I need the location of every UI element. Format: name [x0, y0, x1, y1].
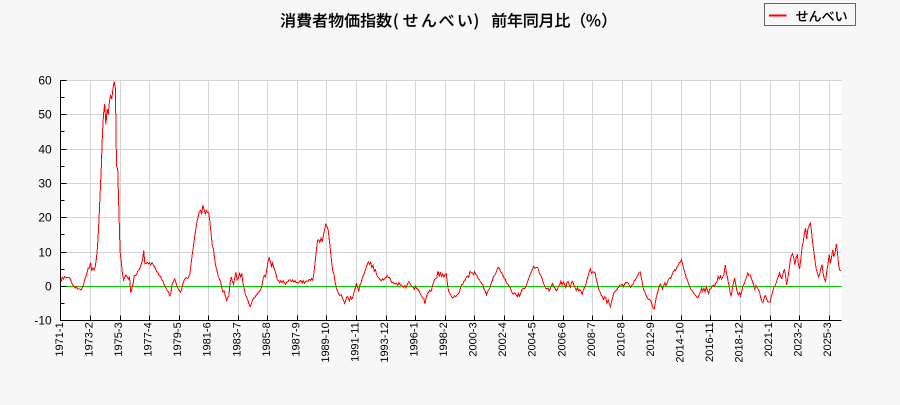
svg-text:50: 50: [38, 107, 52, 121]
svg-text:2006-6: 2006-6: [556, 322, 568, 356]
svg-text:2018-12: 2018-12: [734, 322, 746, 362]
svg-text:2002-4: 2002-4: [497, 322, 509, 356]
svg-text:2012-9: 2012-9: [645, 322, 657, 356]
svg-text:1998-2: 1998-2: [438, 322, 450, 356]
svg-text:0: 0: [45, 279, 52, 293]
svg-text:1991-11: 1991-11: [349, 322, 361, 362]
svg-text:1975-3: 1975-3: [113, 322, 125, 356]
svg-text:1973-2: 1973-2: [84, 322, 96, 356]
svg-text:40: 40: [38, 142, 52, 156]
svg-text:1981-6: 1981-6: [202, 322, 214, 356]
svg-text:2023-2: 2023-2: [793, 322, 805, 356]
svg-text:2000-3: 2000-3: [468, 322, 480, 356]
svg-text:1971-1: 1971-1: [54, 322, 66, 356]
svg-text:2016-11: 2016-11: [704, 322, 716, 362]
svg-text:2021-1: 2021-1: [763, 322, 775, 356]
svg-text:10: 10: [38, 245, 52, 259]
svg-text:1979-5: 1979-5: [172, 322, 184, 356]
svg-text:20: 20: [38, 210, 52, 224]
svg-text:1985-8: 1985-8: [261, 322, 273, 356]
svg-text:1987-9: 1987-9: [290, 322, 302, 356]
svg-text:-10: -10: [34, 313, 52, 327]
svg-text:1993-12: 1993-12: [379, 322, 391, 362]
svg-text:2010-8: 2010-8: [615, 322, 627, 356]
svg-text:1983-7: 1983-7: [231, 322, 243, 356]
svg-text:2014-10: 2014-10: [674, 322, 686, 362]
svg-text:1977-4: 1977-4: [143, 322, 155, 356]
svg-text:1989-10: 1989-10: [320, 322, 332, 362]
svg-text:1996-1: 1996-1: [409, 322, 421, 356]
svg-text:2008-7: 2008-7: [586, 322, 598, 356]
svg-text:2025-3: 2025-3: [822, 322, 834, 356]
svg-text:30: 30: [38, 176, 52, 190]
svg-text:60: 60: [38, 73, 52, 87]
svg-text:2004-5: 2004-5: [527, 322, 539, 356]
